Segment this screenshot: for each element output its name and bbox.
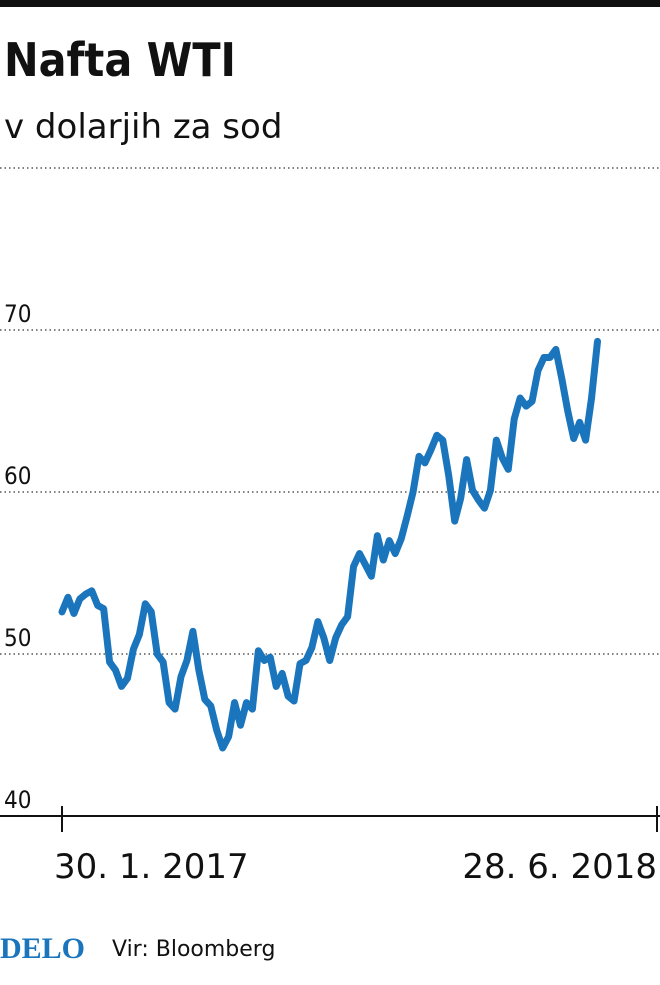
- logo: DELO: [0, 932, 85, 965]
- x-tick-label: 28. 6. 2018: [462, 847, 657, 887]
- chart-title: Nafta WTI: [4, 33, 236, 87]
- chart-subtitle: v dolarjih za sod: [4, 107, 282, 147]
- data-line: [58, 337, 601, 752]
- y-tick-label: 40: [4, 786, 31, 814]
- y-tick-label: 70: [4, 300, 31, 328]
- x-tick-label: 30. 1. 2017: [54, 847, 249, 887]
- y-tick-label: 50: [4, 624, 31, 652]
- source: Vir: Bloomberg: [112, 937, 275, 962]
- top-bar: [0, 0, 660, 7]
- y-tick-label: 60: [4, 462, 31, 490]
